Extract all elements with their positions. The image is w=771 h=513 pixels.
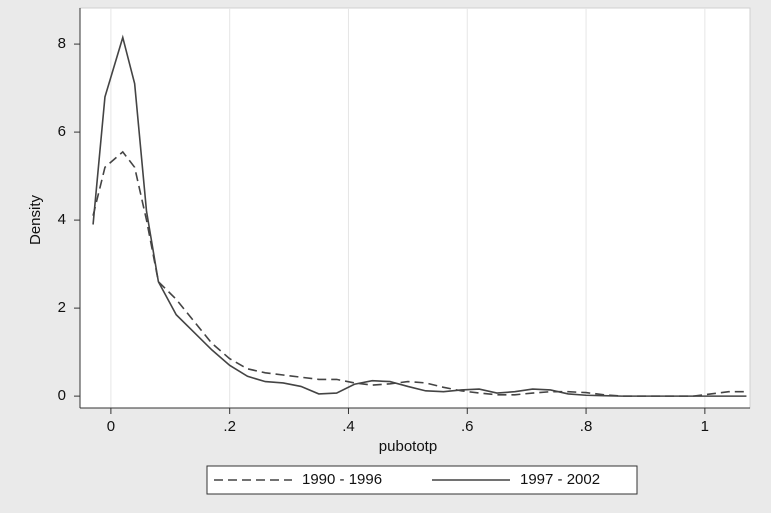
y-axis-title: Density <box>27 194 44 245</box>
y-tick-label: 8 <box>58 35 66 52</box>
legend-label: 1997 - 2002 <box>520 471 600 488</box>
x-axis-title: pubototp <box>379 438 437 455</box>
x-tick-label: .2 <box>223 418 236 435</box>
plot-area <box>79 7 751 409</box>
x-tick-label: 0 <box>107 418 115 435</box>
x-tick-label: .8 <box>580 418 593 435</box>
series-line <box>92 34 747 397</box>
y-tick-label: 2 <box>58 299 66 316</box>
legend-label: 1990 - 1996 <box>302 471 382 488</box>
x-tick-label: .4 <box>342 418 355 435</box>
series-line <box>92 150 747 397</box>
y-tick-label: 4 <box>58 211 66 228</box>
x-tick-label: .6 <box>461 418 474 435</box>
x-tick-label: 1 <box>701 418 709 435</box>
y-tick-label: 6 <box>58 123 66 140</box>
y-tick-label: 0 <box>58 387 66 404</box>
